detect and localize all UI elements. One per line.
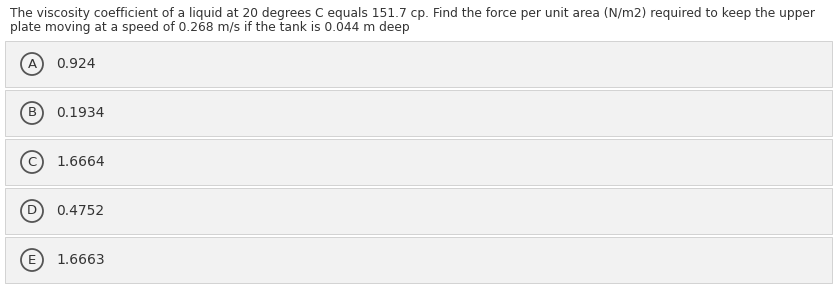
Text: E: E — [28, 254, 36, 266]
Text: 0.1934: 0.1934 — [56, 106, 104, 120]
Text: C: C — [28, 155, 37, 169]
Text: 1.6664: 1.6664 — [56, 155, 104, 169]
Text: D: D — [27, 205, 37, 217]
FancyBboxPatch shape — [5, 90, 831, 136]
FancyBboxPatch shape — [5, 188, 831, 234]
Text: B: B — [28, 106, 37, 120]
Text: A: A — [28, 57, 37, 71]
FancyBboxPatch shape — [5, 237, 831, 283]
Text: 1.6663: 1.6663 — [56, 253, 104, 267]
Text: The viscosity coefficient of a liquid at 20 degrees C equals 151.7 cp. Find the : The viscosity coefficient of a liquid at… — [10, 7, 814, 20]
FancyBboxPatch shape — [5, 139, 831, 185]
Text: 0.4752: 0.4752 — [56, 204, 104, 218]
Text: plate moving at a speed of 0.268 m/s if the tank is 0.044 m deep: plate moving at a speed of 0.268 m/s if … — [10, 21, 409, 34]
Text: 0.924: 0.924 — [56, 57, 95, 71]
FancyBboxPatch shape — [5, 41, 831, 87]
